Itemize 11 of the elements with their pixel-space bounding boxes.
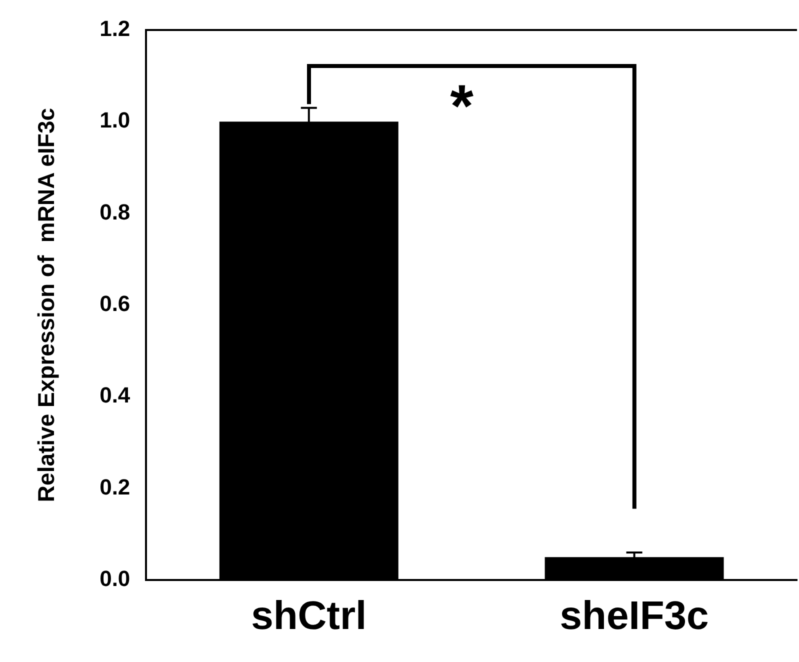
y-tick-label: 0.4 [100, 382, 131, 408]
y-tick-label: 0.6 [100, 291, 130, 316]
y-tick-label: 0.2 [100, 474, 130, 500]
x-tick-label: shCtrl [251, 594, 367, 638]
y-axis-title: Relative Expression of mRNA eIF3c [33, 108, 60, 502]
x-tick-label: sheIF3c [560, 594, 709, 638]
y-tick-label: 0.8 [100, 199, 130, 224]
y-tick-label: 1.2 [100, 16, 130, 42]
y-tick-label: 0.0 [100, 566, 130, 592]
y-tick-label: 1.0 [100, 108, 130, 133]
annotation: * [450, 72, 474, 140]
